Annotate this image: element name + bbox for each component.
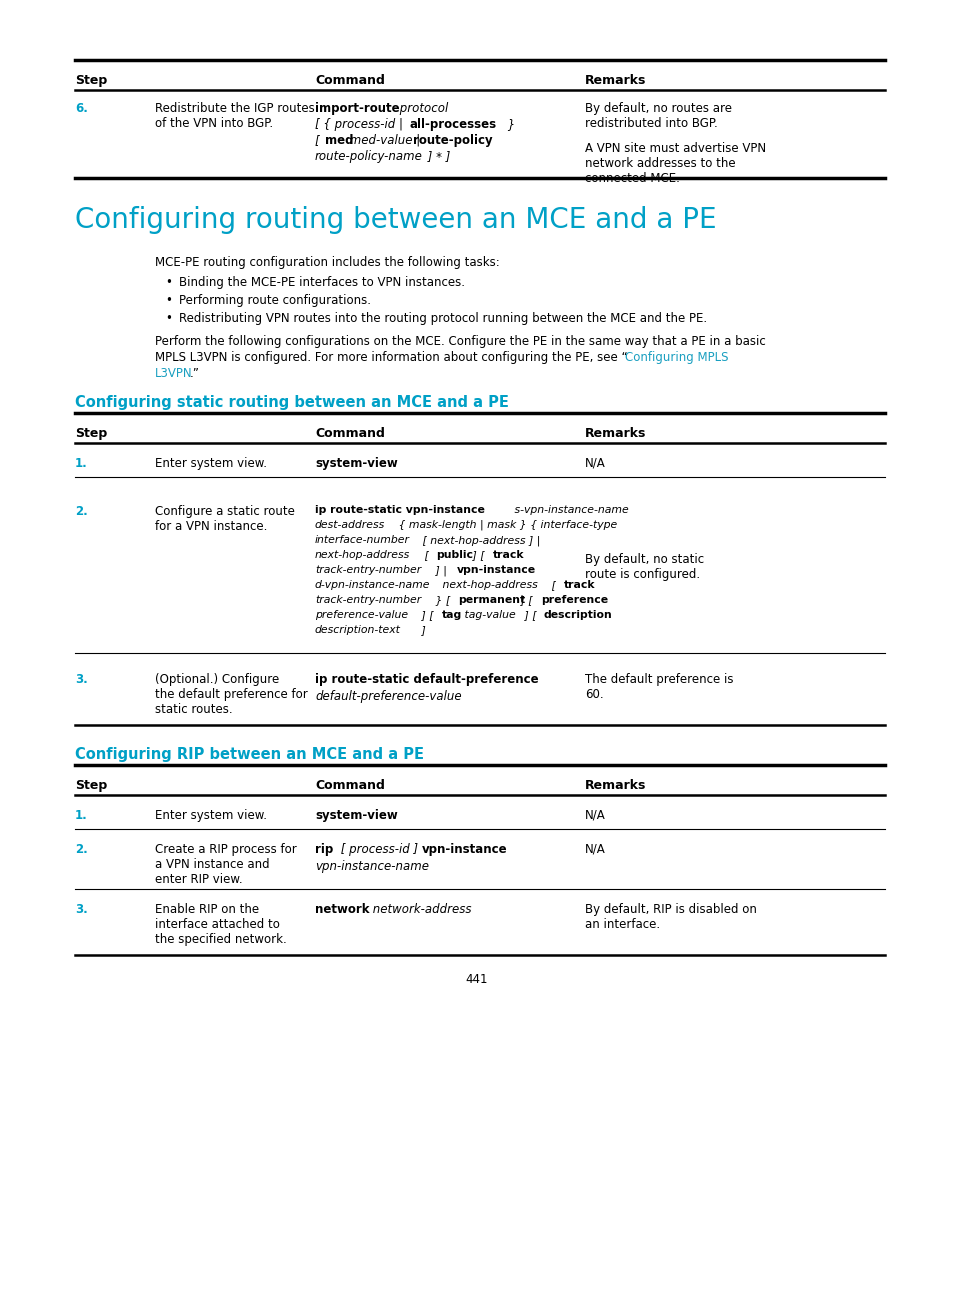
Text: Binding the MCE-PE interfaces to VPN instances.: Binding the MCE-PE interfaces to VPN ins… bbox=[179, 276, 464, 289]
Text: rip: rip bbox=[314, 842, 333, 855]
Text: •: • bbox=[165, 312, 172, 325]
Text: Redistribute the IGP routes
of the VPN into BGP.: Redistribute the IGP routes of the VPN i… bbox=[154, 102, 314, 130]
Text: med-value |: med-value | bbox=[346, 133, 423, 146]
Text: description-text: description-text bbox=[314, 625, 400, 635]
Text: vpn-instance-name: vpn-instance-name bbox=[314, 861, 429, 874]
Text: ] |: ] | bbox=[432, 565, 450, 575]
Text: MPLS L3VPN is configured. For more information about configuring the PE, see “: MPLS L3VPN is configured. For more infor… bbox=[154, 351, 627, 364]
Text: ] [: ] [ bbox=[469, 550, 488, 560]
Text: preference: preference bbox=[540, 595, 607, 605]
Text: Enable RIP on the
interface attached to
the specified network.: Enable RIP on the interface attached to … bbox=[154, 903, 287, 946]
Text: By default, no static
route is configured.: By default, no static route is configure… bbox=[584, 553, 703, 581]
Text: public: public bbox=[436, 550, 473, 560]
Text: L3VPN: L3VPN bbox=[154, 367, 193, 380]
Text: Create a RIP process for
a VPN instance and
enter RIP view.: Create a RIP process for a VPN instance … bbox=[154, 842, 296, 886]
Text: protocol: protocol bbox=[395, 102, 448, 115]
Text: 3.: 3. bbox=[75, 673, 88, 686]
Text: dest-address: dest-address bbox=[314, 520, 385, 530]
Text: 2.: 2. bbox=[75, 505, 88, 518]
Text: The default preference is
60.: The default preference is 60. bbox=[584, 673, 733, 701]
Text: (Optional.) Configure
the default preference for
static routes.: (Optional.) Configure the default prefer… bbox=[154, 673, 308, 715]
Text: } [: } [ bbox=[432, 595, 453, 605]
Text: next-hop-address: next-hop-address bbox=[314, 550, 410, 560]
Text: track-entry-number: track-entry-number bbox=[314, 595, 421, 605]
Text: Performing route configurations.: Performing route configurations. bbox=[179, 294, 371, 307]
Text: [ next-hop-address ] |: [ next-hop-address ] | bbox=[418, 535, 539, 546]
Text: next-hop-address: next-hop-address bbox=[438, 581, 537, 590]
Text: network-address: network-address bbox=[369, 903, 471, 916]
Text: }: } bbox=[503, 118, 515, 131]
Text: network: network bbox=[314, 903, 369, 916]
Text: s-vpn-instance-name: s-vpn-instance-name bbox=[511, 505, 628, 515]
Text: track: track bbox=[493, 550, 524, 560]
Text: track-entry-number: track-entry-number bbox=[314, 565, 421, 575]
Text: A VPN site must advertise VPN
network addresses to the
connected MCE.: A VPN site must advertise VPN network ad… bbox=[584, 143, 765, 185]
Text: Command: Command bbox=[314, 74, 384, 87]
Text: [: [ bbox=[547, 581, 558, 590]
Text: 441: 441 bbox=[465, 973, 488, 986]
Text: Step: Step bbox=[75, 779, 107, 792]
Text: description: description bbox=[543, 610, 612, 619]
Text: default-preference-value: default-preference-value bbox=[314, 689, 461, 702]
Text: vpn-instance: vpn-instance bbox=[456, 565, 536, 575]
Text: 1.: 1. bbox=[75, 809, 88, 822]
Text: d-vpn-instance-name: d-vpn-instance-name bbox=[314, 581, 430, 590]
Text: Configuring routing between an MCE and a PE: Configuring routing between an MCE and a… bbox=[75, 206, 716, 235]
Text: .”: .” bbox=[190, 367, 200, 380]
Text: Remarks: Remarks bbox=[584, 426, 646, 441]
Text: 3.: 3. bbox=[75, 903, 88, 916]
Text: permanent: permanent bbox=[457, 595, 524, 605]
Text: Step: Step bbox=[75, 74, 107, 87]
Text: [ process-id ]: [ process-id ] bbox=[336, 842, 421, 855]
Text: Configuring RIP between an MCE and a PE: Configuring RIP between an MCE and a PE bbox=[75, 746, 423, 762]
Text: •: • bbox=[165, 276, 172, 289]
Text: ip route-static vpn-instance: ip route-static vpn-instance bbox=[314, 505, 484, 515]
Text: Configure a static route
for a VPN instance.: Configure a static route for a VPN insta… bbox=[154, 505, 294, 533]
Text: N/A: N/A bbox=[584, 457, 605, 470]
Text: system-view: system-view bbox=[314, 809, 397, 822]
Text: 2.: 2. bbox=[75, 842, 88, 855]
Text: By default, no routes are
redistributed into BGP.: By default, no routes are redistributed … bbox=[584, 102, 731, 130]
Text: Remarks: Remarks bbox=[584, 779, 646, 792]
Text: N/A: N/A bbox=[584, 809, 605, 822]
Text: tag: tag bbox=[441, 610, 462, 619]
Text: med: med bbox=[325, 133, 354, 146]
Text: •: • bbox=[165, 294, 172, 307]
Text: Configuring MPLS: Configuring MPLS bbox=[624, 351, 728, 364]
Text: Perform the following configurations on the MCE. Configure the PE in the same wa: Perform the following configurations on … bbox=[154, 334, 765, 349]
Text: Configuring static routing between an MCE and a PE: Configuring static routing between an MC… bbox=[75, 395, 508, 410]
Text: Redistributing VPN routes into the routing protocol running between the MCE and : Redistributing VPN routes into the routi… bbox=[179, 312, 706, 325]
Text: preference-value: preference-value bbox=[314, 610, 408, 619]
Text: import-route: import-route bbox=[314, 102, 399, 115]
Text: By default, RIP is disabled on
an interface.: By default, RIP is disabled on an interf… bbox=[584, 903, 756, 931]
Text: 6.: 6. bbox=[75, 102, 88, 115]
Text: N/A: N/A bbox=[584, 842, 605, 855]
Text: { mask-length | mask } { interface-type: { mask-length | mask } { interface-type bbox=[395, 520, 617, 530]
Text: ip route-static default-preference: ip route-static default-preference bbox=[314, 673, 538, 686]
Text: Step: Step bbox=[75, 426, 107, 441]
Text: system-view: system-view bbox=[314, 457, 397, 470]
Text: [: [ bbox=[314, 133, 323, 146]
Text: ] [: ] [ bbox=[417, 610, 436, 619]
Text: ] * ]: ] * ] bbox=[423, 150, 450, 163]
Text: interface-number: interface-number bbox=[314, 535, 410, 546]
Text: Enter system view.: Enter system view. bbox=[154, 457, 267, 470]
Text: [ { process-id |: [ { process-id | bbox=[314, 118, 406, 131]
Text: route-policy-name: route-policy-name bbox=[314, 150, 422, 163]
Text: Command: Command bbox=[314, 779, 384, 792]
Text: [: [ bbox=[420, 550, 432, 560]
Text: MCE-PE routing configuration includes the following tasks:: MCE-PE routing configuration includes th… bbox=[154, 257, 499, 270]
Text: route-policy: route-policy bbox=[413, 133, 492, 146]
Text: Enter system view.: Enter system view. bbox=[154, 809, 267, 822]
Text: ] [: ] [ bbox=[520, 610, 539, 619]
Text: Command: Command bbox=[314, 426, 384, 441]
Text: ]: ] bbox=[417, 625, 425, 635]
Text: tag-value: tag-value bbox=[460, 610, 516, 619]
Text: track: track bbox=[563, 581, 595, 590]
Text: all-processes: all-processes bbox=[410, 118, 497, 131]
Text: vpn-instance: vpn-instance bbox=[421, 842, 507, 855]
Text: ] [: ] [ bbox=[517, 595, 536, 605]
Text: Remarks: Remarks bbox=[584, 74, 646, 87]
Text: 1.: 1. bbox=[75, 457, 88, 470]
